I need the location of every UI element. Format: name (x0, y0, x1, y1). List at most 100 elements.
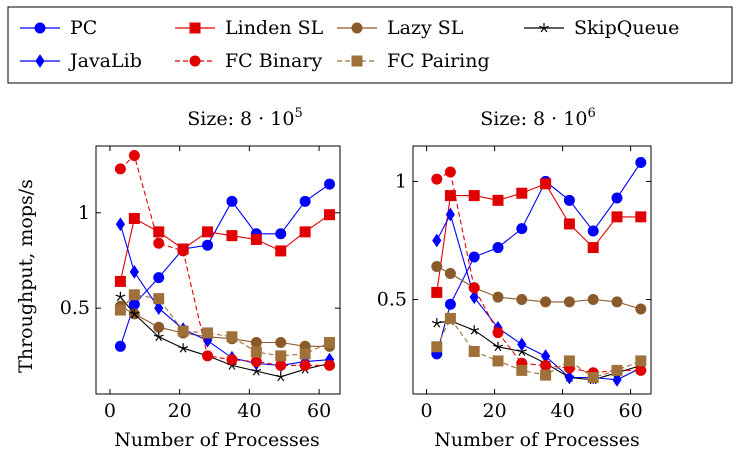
data-point (431, 341, 443, 353)
data-point (563, 194, 575, 206)
series-line (436, 171, 641, 374)
legend-label: SkipQueue (574, 17, 679, 39)
series-line (120, 154, 330, 366)
plot-area-frame (412, 145, 652, 395)
legend-marker (539, 23, 549, 33)
data-point (202, 327, 214, 339)
series-pc (114, 178, 336, 352)
series-linden-sl (114, 209, 336, 287)
data-point (115, 217, 126, 232)
data-point (431, 260, 443, 272)
data-point (635, 303, 647, 315)
data-point (299, 195, 311, 207)
data-point (445, 207, 456, 222)
legend-item-lazy-sl: Lazy SL (337, 17, 464, 39)
x-axis-label: Number of Processes (434, 429, 640, 451)
series-line (436, 162, 642, 354)
legend-item-linden-sl: Linden SL (175, 17, 324, 39)
series-line (119, 214, 330, 282)
data-point (540, 360, 552, 372)
data-point (324, 209, 336, 221)
legend-marker (351, 55, 363, 67)
series-line (119, 224, 330, 366)
legend-item-fc-pairing: FC Pairing (337, 50, 490, 72)
x-tick-label: 0 (421, 400, 433, 422)
data-point (114, 275, 126, 287)
legend-label: JavaLib (68, 50, 142, 72)
series-fc-pairing (114, 289, 336, 362)
data-point (444, 298, 456, 310)
data-point (226, 331, 238, 343)
data-point (128, 298, 140, 310)
data-point (516, 187, 528, 199)
data-point (177, 325, 189, 337)
data-point (129, 265, 139, 279)
data-point (611, 211, 623, 223)
series-pc (431, 157, 647, 360)
data-point (153, 226, 165, 238)
x-tick-label: 60 (619, 400, 643, 422)
data-point (431, 286, 443, 298)
data-point (299, 348, 311, 360)
series-line (119, 296, 330, 378)
data-point (444, 166, 456, 178)
data-point (635, 157, 647, 169)
data-point (275, 336, 287, 348)
data-point (564, 370, 575, 385)
legend-label: PC (70, 17, 97, 39)
data-point (469, 290, 479, 305)
series-line (120, 305, 330, 347)
data-point (153, 272, 165, 284)
data-point (516, 346, 527, 356)
data-point (635, 364, 647, 376)
data-point (563, 355, 575, 367)
chart-panel-right: Size: 8 · 106 Number of Processes 0 20 40 6… (377, 106, 652, 451)
series-line (119, 183, 330, 347)
data-point (444, 268, 456, 280)
series-lazy-sl (431, 260, 647, 315)
data-point (516, 223, 528, 235)
x-tick-label: 40 (237, 400, 261, 422)
legend-label: Lazy SL (387, 17, 464, 39)
data-point (154, 301, 164, 316)
data-point (250, 233, 262, 245)
data-point (468, 282, 480, 294)
legend-label: FC Pairing (387, 50, 490, 72)
data-point (587, 242, 599, 254)
data-point (468, 345, 480, 357)
data-point (202, 226, 214, 238)
data-point (250, 336, 262, 348)
data-point (202, 350, 214, 362)
data-point (492, 194, 504, 206)
chart-title: Size: 8 · 106 (480, 106, 595, 130)
data-point (431, 173, 443, 185)
series-line (436, 266, 641, 310)
data-point (226, 195, 238, 207)
data-point (275, 371, 286, 382)
legend-item-javalib: JavaLib (20, 50, 142, 72)
data-point (275, 245, 287, 257)
y-tick-label: 1 (78, 202, 90, 224)
data-point (202, 239, 214, 251)
data-point (226, 354, 238, 366)
legend-item-skipqueue: SkipQueue (524, 17, 679, 39)
chart-panel-left: Size: 8 · 105 Throughput, mops/s Number … (15, 106, 341, 451)
data-point (128, 150, 140, 162)
series-line (436, 317, 642, 379)
data-point (153, 331, 164, 342)
data-point (611, 364, 623, 376)
data-point (587, 294, 599, 306)
data-point (492, 242, 504, 254)
data-point (431, 318, 442, 328)
data-point (611, 296, 623, 308)
data-point (275, 228, 287, 240)
data-point (153, 237, 165, 249)
y-axis-label: Throughput, mops/s (15, 179, 37, 373)
x-axis-label: Number of Processes (114, 429, 320, 451)
data-point (114, 340, 126, 352)
data-point (540, 296, 552, 308)
series-javalib (432, 207, 646, 387)
data-point (299, 359, 311, 371)
data-point (250, 356, 262, 368)
